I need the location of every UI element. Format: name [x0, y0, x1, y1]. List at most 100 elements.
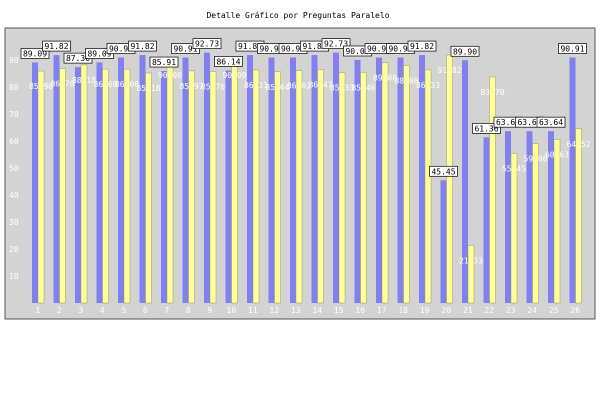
value-label-box — [450, 45, 480, 57]
value-label-box — [20, 48, 50, 59]
bar-series-1 — [139, 55, 146, 303]
bar-series-2 — [360, 72, 367, 304]
x-tick-label: 21 — [463, 306, 473, 315]
bar-series-1 — [225, 70, 232, 303]
value-label-series-1-text: 86.14 — [216, 57, 240, 66]
bar-series-2 — [166, 59, 174, 304]
bar-series — [32, 52, 582, 304]
x-tick-label: 26 — [570, 306, 580, 315]
value-label-series-2: 91.82 — [437, 66, 461, 75]
bar-series-1 — [182, 57, 189, 303]
value-label-series-1: 89.09 — [20, 48, 50, 59]
value-label-series-1: 90.91 — [558, 43, 587, 54]
value-label-series-2: 90.00 — [222, 71, 246, 80]
value-label-series-1-text: 91.82 — [410, 42, 434, 51]
bar-series-2 — [188, 70, 195, 304]
value-label-series-1-text: 91.82 — [44, 42, 68, 51]
bar-series-1 — [569, 57, 576, 303]
value-label-series-1: 86.14 — [214, 56, 243, 67]
value-label-series-1-text: 63.64 — [539, 118, 563, 127]
value-label-series-2: 90.00 — [158, 71, 182, 80]
bar-series-1 — [462, 60, 468, 303]
bar-series-2 — [231, 59, 238, 304]
x-tick-label: 13 — [291, 306, 301, 315]
bar-series-2 — [80, 64, 88, 304]
value-label-series-2: 85.33 — [330, 84, 354, 93]
value-label-series-2: 21.33 — [459, 256, 483, 265]
value-label-series-2: 86.60 — [93, 80, 117, 89]
value-label-series-1: 61.36 — [472, 122, 501, 134]
y-tick-label: 60 — [9, 137, 19, 146]
x-tick-label: 7 — [164, 306, 169, 315]
value-label-series-1-text: 92.73 — [324, 40, 348, 49]
x-tick-label: 12 — [269, 306, 279, 315]
bar-series-1 — [548, 131, 554, 303]
value-label-box — [472, 122, 501, 134]
value-label-series-1-text: 90.91 — [259, 45, 283, 54]
value-label-box — [192, 38, 222, 49]
value-label-series-1-text: 91.82 — [130, 42, 154, 51]
x-tick-label: 18 — [398, 306, 408, 315]
value-label-series-2: 88.00 — [394, 76, 418, 85]
bar-series-1 — [53, 55, 60, 303]
x-tick-label: 10 — [226, 306, 236, 315]
value-label-series-2: 86.78 — [50, 80, 74, 89]
value-label-series-2: 85.64 — [265, 83, 289, 92]
value-label-series-1-text: 61.36 — [474, 124, 498, 133]
x-tick-label: 15 — [334, 306, 344, 315]
bar-series-1 — [419, 55, 425, 303]
value-label-series-1-text: 85.91 — [152, 58, 176, 67]
y-tick-label: 80 — [9, 83, 19, 92]
bar-series-2 — [209, 71, 217, 304]
y-tick-label: 90 — [9, 56, 19, 65]
value-label-box — [536, 116, 566, 128]
value-label-series-1: 92.73 — [321, 38, 351, 49]
bar-series-2 — [532, 143, 539, 304]
value-label-box — [429, 165, 458, 177]
bar-series-2 — [295, 70, 303, 304]
value-label-series-2: 86.47 — [308, 81, 332, 90]
value-label-series-2: 64.52 — [566, 140, 590, 149]
value-label-series-2: 89.00 — [373, 74, 397, 83]
x-tick-label: 14 — [312, 306, 322, 315]
value-label-series-1-text: 89.90 — [453, 47, 477, 56]
value-label-series-1-text: 91.82 — [238, 42, 262, 51]
value-label-series-2: 88.18 — [72, 76, 96, 85]
x-tick-label: 5 — [121, 306, 126, 315]
bar-series-2 — [381, 62, 389, 304]
y-axis: 10 20 30 40 50 60 70 80 90 — [9, 56, 19, 281]
y-tick-label: 40 — [9, 191, 19, 200]
x-tick-label: 16 — [355, 306, 365, 315]
value-label-series-2: 55.45 — [502, 164, 526, 173]
bar-series-2 — [59, 68, 66, 304]
bar-series-1 — [354, 60, 361, 303]
value-label-series-1-text: 87.36 — [66, 54, 90, 63]
bar-series-2 — [102, 68, 109, 304]
x-tick-label: 1 — [35, 306, 40, 315]
bar-series-1 — [397, 57, 404, 303]
value-label-series-1: 92.73 — [192, 38, 222, 49]
data-labels: 89.09 85.90 91.82 86.78 87.36 88.18 89.09 86.60… — [20, 38, 591, 265]
bar-series-1 — [75, 67, 81, 304]
bar-series-1 — [161, 71, 167, 303]
bar-series-2 — [338, 72, 346, 304]
value-label-series-2: 59.00 — [523, 155, 547, 164]
y-tick-label: 10 — [9, 272, 19, 281]
x-tick-label: 20 — [441, 306, 451, 315]
value-label-series-2: 85.90 — [29, 82, 53, 91]
bar-series-2 — [403, 65, 410, 304]
bar-series-2 — [510, 153, 518, 304]
value-label-box — [149, 56, 179, 68]
bar-series-1 — [204, 52, 210, 304]
value-label-series-1: 85.91 — [149, 56, 179, 68]
value-label-series-1-text: 92.73 — [195, 40, 219, 49]
value-label-series-2: 83.70 — [480, 88, 504, 97]
bar-series-2 — [575, 128, 582, 304]
chart-title: Detalle Gráfico por Preguntas Paralelo — [206, 11, 389, 20]
x-tick-label: 2 — [57, 306, 62, 315]
value-label-series-2: 86.31 — [244, 81, 268, 90]
bar-series-1 — [290, 57, 296, 303]
value-label-series-2: 85.76 — [201, 82, 225, 91]
x-tick-label: 23 — [506, 306, 516, 315]
